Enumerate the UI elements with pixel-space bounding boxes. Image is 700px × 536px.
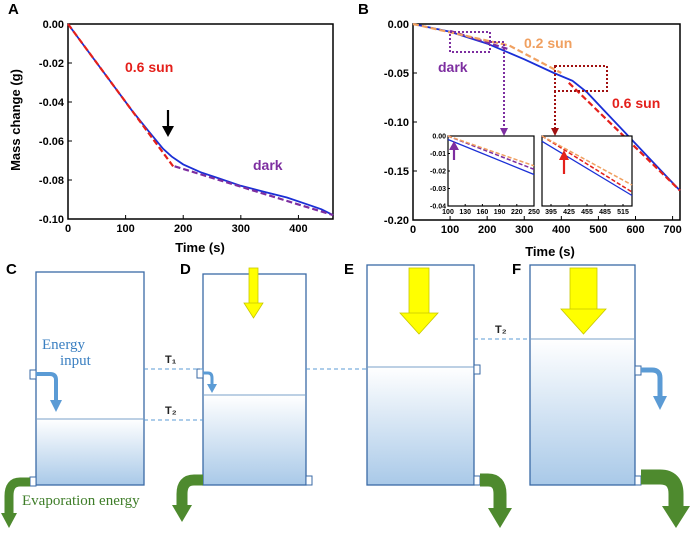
series-line-red: [541, 135, 633, 193]
y-tick-label: -0.03: [430, 186, 446, 193]
energy-input-label-1: Energy: [42, 337, 86, 353]
t2-label-f: T₂: [495, 324, 507, 336]
x-tick-label: 250: [528, 209, 540, 216]
up-arrow-purple-icon: [449, 141, 459, 160]
x-tick-label: 600: [626, 224, 644, 236]
container-e: [366, 264, 481, 486]
x-tick-label: 400: [289, 223, 307, 235]
y-tick-label: -0.02: [430, 169, 446, 176]
callout-arrow-06sun-icon: [551, 128, 559, 136]
container-f: [529, 264, 642, 486]
x-tick-label: 190: [494, 209, 506, 216]
y-tick-label: -0.10: [39, 214, 64, 226]
callout-line-dark: [490, 41, 505, 132]
x-tick-label: 100: [442, 209, 454, 216]
x-tick-label: 130: [459, 209, 471, 216]
x-tick-label: 160: [477, 209, 489, 216]
chart-b-xlabel: Time (s): [525, 244, 575, 259]
x-tick-label: 500: [589, 224, 607, 236]
chart-a-annotation-06sun: 0.6 sun: [125, 59, 173, 75]
x-tick-label: 395: [545, 209, 557, 216]
chart-b-annotation-06sun: 0.6 sun: [612, 95, 660, 111]
sun-arrow-e-icon: [399, 267, 439, 335]
down-arrow-icon: [162, 110, 174, 137]
evaporation-arrow-e-icon: [480, 473, 512, 528]
x-tick-label: 455: [581, 209, 593, 216]
x-tick-label: 200: [478, 224, 496, 236]
evaporation-arrow-f-icon: [641, 469, 690, 528]
energy-arrow-f-icon: [641, 367, 667, 410]
series-line-blue: [412, 23, 681, 192]
panel-label-e: E: [344, 261, 354, 278]
container-d: [196, 273, 313, 486]
inset-2-frame: [541, 135, 633, 207]
y-tick-label: -0.04: [39, 97, 65, 109]
chart-a-xlabel: Time (s): [175, 240, 225, 255]
evaporation-arrow-d-icon: [172, 474, 203, 522]
x-tick-label: 200: [174, 223, 192, 235]
y-tick-label: -0.02: [39, 58, 64, 70]
series-line-blue: [67, 23, 334, 216]
series-line-orange: [412, 22, 562, 74]
chart-b-annotation-dark: dark: [438, 59, 468, 75]
x-tick-label: 700: [663, 224, 681, 236]
x-tick-label: 100: [441, 224, 459, 236]
y-tick-label: 0.00: [432, 134, 446, 141]
y-tick-label: -0.20: [384, 215, 409, 227]
inset-1-frame: [447, 135, 535, 207]
y-tick-label: -0.06: [39, 136, 64, 148]
panel-label-f: F: [512, 261, 521, 278]
chart-b-annotation-02sun: 0.2 sun: [524, 35, 572, 51]
chart-a-ylabel: Mass change (g): [8, 69, 23, 171]
y-tick-label: 0.00: [388, 19, 409, 31]
x-tick-label: 100: [116, 223, 134, 235]
panel-label-a: A: [8, 1, 19, 18]
x-tick-label: 515: [617, 209, 629, 216]
series-line-purple: [174, 165, 334, 217]
sun-arrow-d-icon: [243, 267, 264, 319]
evaporation-label: Evaporation energy: [22, 493, 140, 509]
series-line-blue: [541, 140, 633, 197]
y-tick-label: -0.05: [384, 68, 409, 80]
chart-a-annotation-dark: dark: [253, 157, 283, 173]
sun-arrow-f-icon: [560, 267, 607, 335]
chart-a-frame: [67, 23, 334, 220]
y-tick-label: -0.15: [384, 166, 409, 178]
y-tick-label: 0.00: [43, 19, 64, 31]
x-tick-label: 300: [515, 224, 533, 236]
energy-arrow-d-icon: [203, 371, 217, 393]
x-tick-label: 0: [410, 224, 416, 236]
evaporation-arrow-icon: [1, 477, 30, 528]
x-tick-label: 485: [599, 209, 611, 216]
t1-label: T₁: [165, 354, 177, 366]
energy-input-arrow-icon: [36, 372, 62, 412]
y-tick-label: -0.01: [430, 151, 446, 158]
x-tick-label: 220: [511, 209, 523, 216]
panel-label-d: D: [180, 261, 191, 278]
x-tick-label: 0: [65, 223, 71, 235]
panel-label-c: C: [6, 261, 17, 278]
callout-arrow-dark-icon: [500, 128, 508, 136]
series-line-blue: [447, 138, 535, 176]
callout-box-06sun: [554, 65, 608, 92]
x-tick-label: 300: [232, 223, 250, 235]
y-tick-label: -0.04: [430, 204, 446, 211]
y-tick-label: -0.10: [384, 117, 409, 129]
y-tick-label: -0.08: [39, 175, 64, 187]
panel-label-b: B: [358, 1, 369, 18]
x-tick-label: 425: [563, 209, 575, 216]
t2-label-d: T₂: [165, 405, 177, 417]
x-tick-label: 400: [552, 224, 570, 236]
series-line-red: [67, 23, 176, 169]
up-arrow-red-icon: [559, 150, 569, 174]
series-line-orange: [447, 135, 535, 167]
energy-input-label-2: input: [60, 353, 92, 369]
container-c: [29, 271, 145, 487]
series-line-orange: [541, 135, 633, 186]
